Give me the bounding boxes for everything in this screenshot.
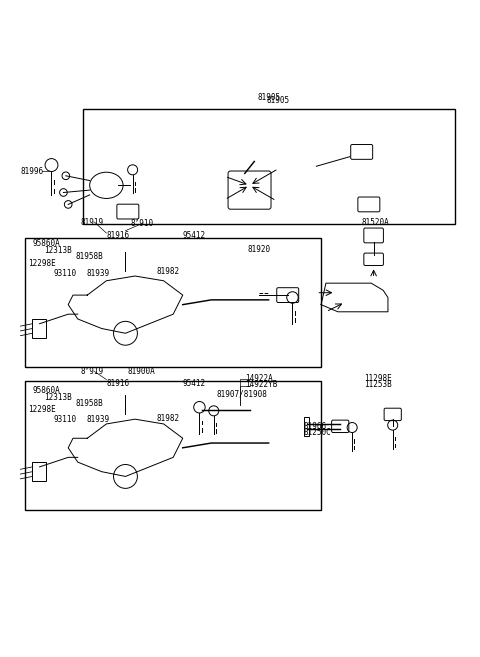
Text: 81905: 81905	[257, 93, 280, 102]
Text: 81520A: 81520A	[362, 218, 389, 227]
Bar	[25, 381, 321, 510]
Text: 81982: 81982	[156, 267, 180, 276]
Bar	[33, 462, 46, 481]
Text: 93110: 93110	[54, 269, 77, 278]
Text: 81958B: 81958B	[75, 399, 103, 409]
Text: 81916: 81916	[107, 231, 130, 240]
Bar	[25, 238, 321, 367]
Text: 81939: 81939	[86, 415, 109, 424]
Circle shape	[60, 189, 67, 196]
Text: 93110: 93110	[54, 415, 77, 424]
Text: 14922A: 14922A	[245, 374, 273, 383]
Bar	[304, 417, 309, 436]
Text: 12298E: 12298E	[28, 405, 55, 414]
Text: 95412: 95412	[183, 379, 206, 388]
Text: 95860A: 95860A	[33, 386, 60, 395]
Text: 81905: 81905	[266, 96, 289, 105]
Text: 8’910: 8’910	[130, 219, 154, 228]
Text: 12313B: 12313B	[44, 393, 72, 402]
Text: 11253B: 11253B	[364, 380, 392, 390]
Text: 81996: 81996	[21, 166, 44, 175]
Text: 14922YB: 14922YB	[245, 380, 277, 389]
Bar	[83, 109, 455, 223]
Text: 95860A: 95860A	[33, 239, 60, 248]
Text: 81900A: 81900A	[128, 367, 156, 376]
Text: 81916: 81916	[107, 379, 130, 388]
Text: 81982: 81982	[156, 414, 180, 422]
Text: 81920: 81920	[247, 245, 270, 254]
Text: 12313B: 12313B	[44, 246, 72, 255]
Text: 95412: 95412	[183, 231, 206, 240]
Bar	[33, 319, 46, 338]
Text: 81907/81908: 81907/81908	[216, 390, 267, 398]
Text: 81966: 81966	[304, 422, 327, 431]
Text: 8’919: 8’919	[80, 367, 103, 376]
Text: 81250C: 81250C	[304, 428, 332, 437]
Circle shape	[62, 172, 70, 179]
Text: 81939: 81939	[86, 269, 109, 278]
Text: 12298E: 12298E	[28, 259, 55, 267]
Text: 81919: 81919	[80, 217, 103, 227]
Text: 81958B: 81958B	[75, 252, 103, 261]
Text: 11298E: 11298E	[364, 374, 392, 383]
Circle shape	[64, 200, 72, 208]
